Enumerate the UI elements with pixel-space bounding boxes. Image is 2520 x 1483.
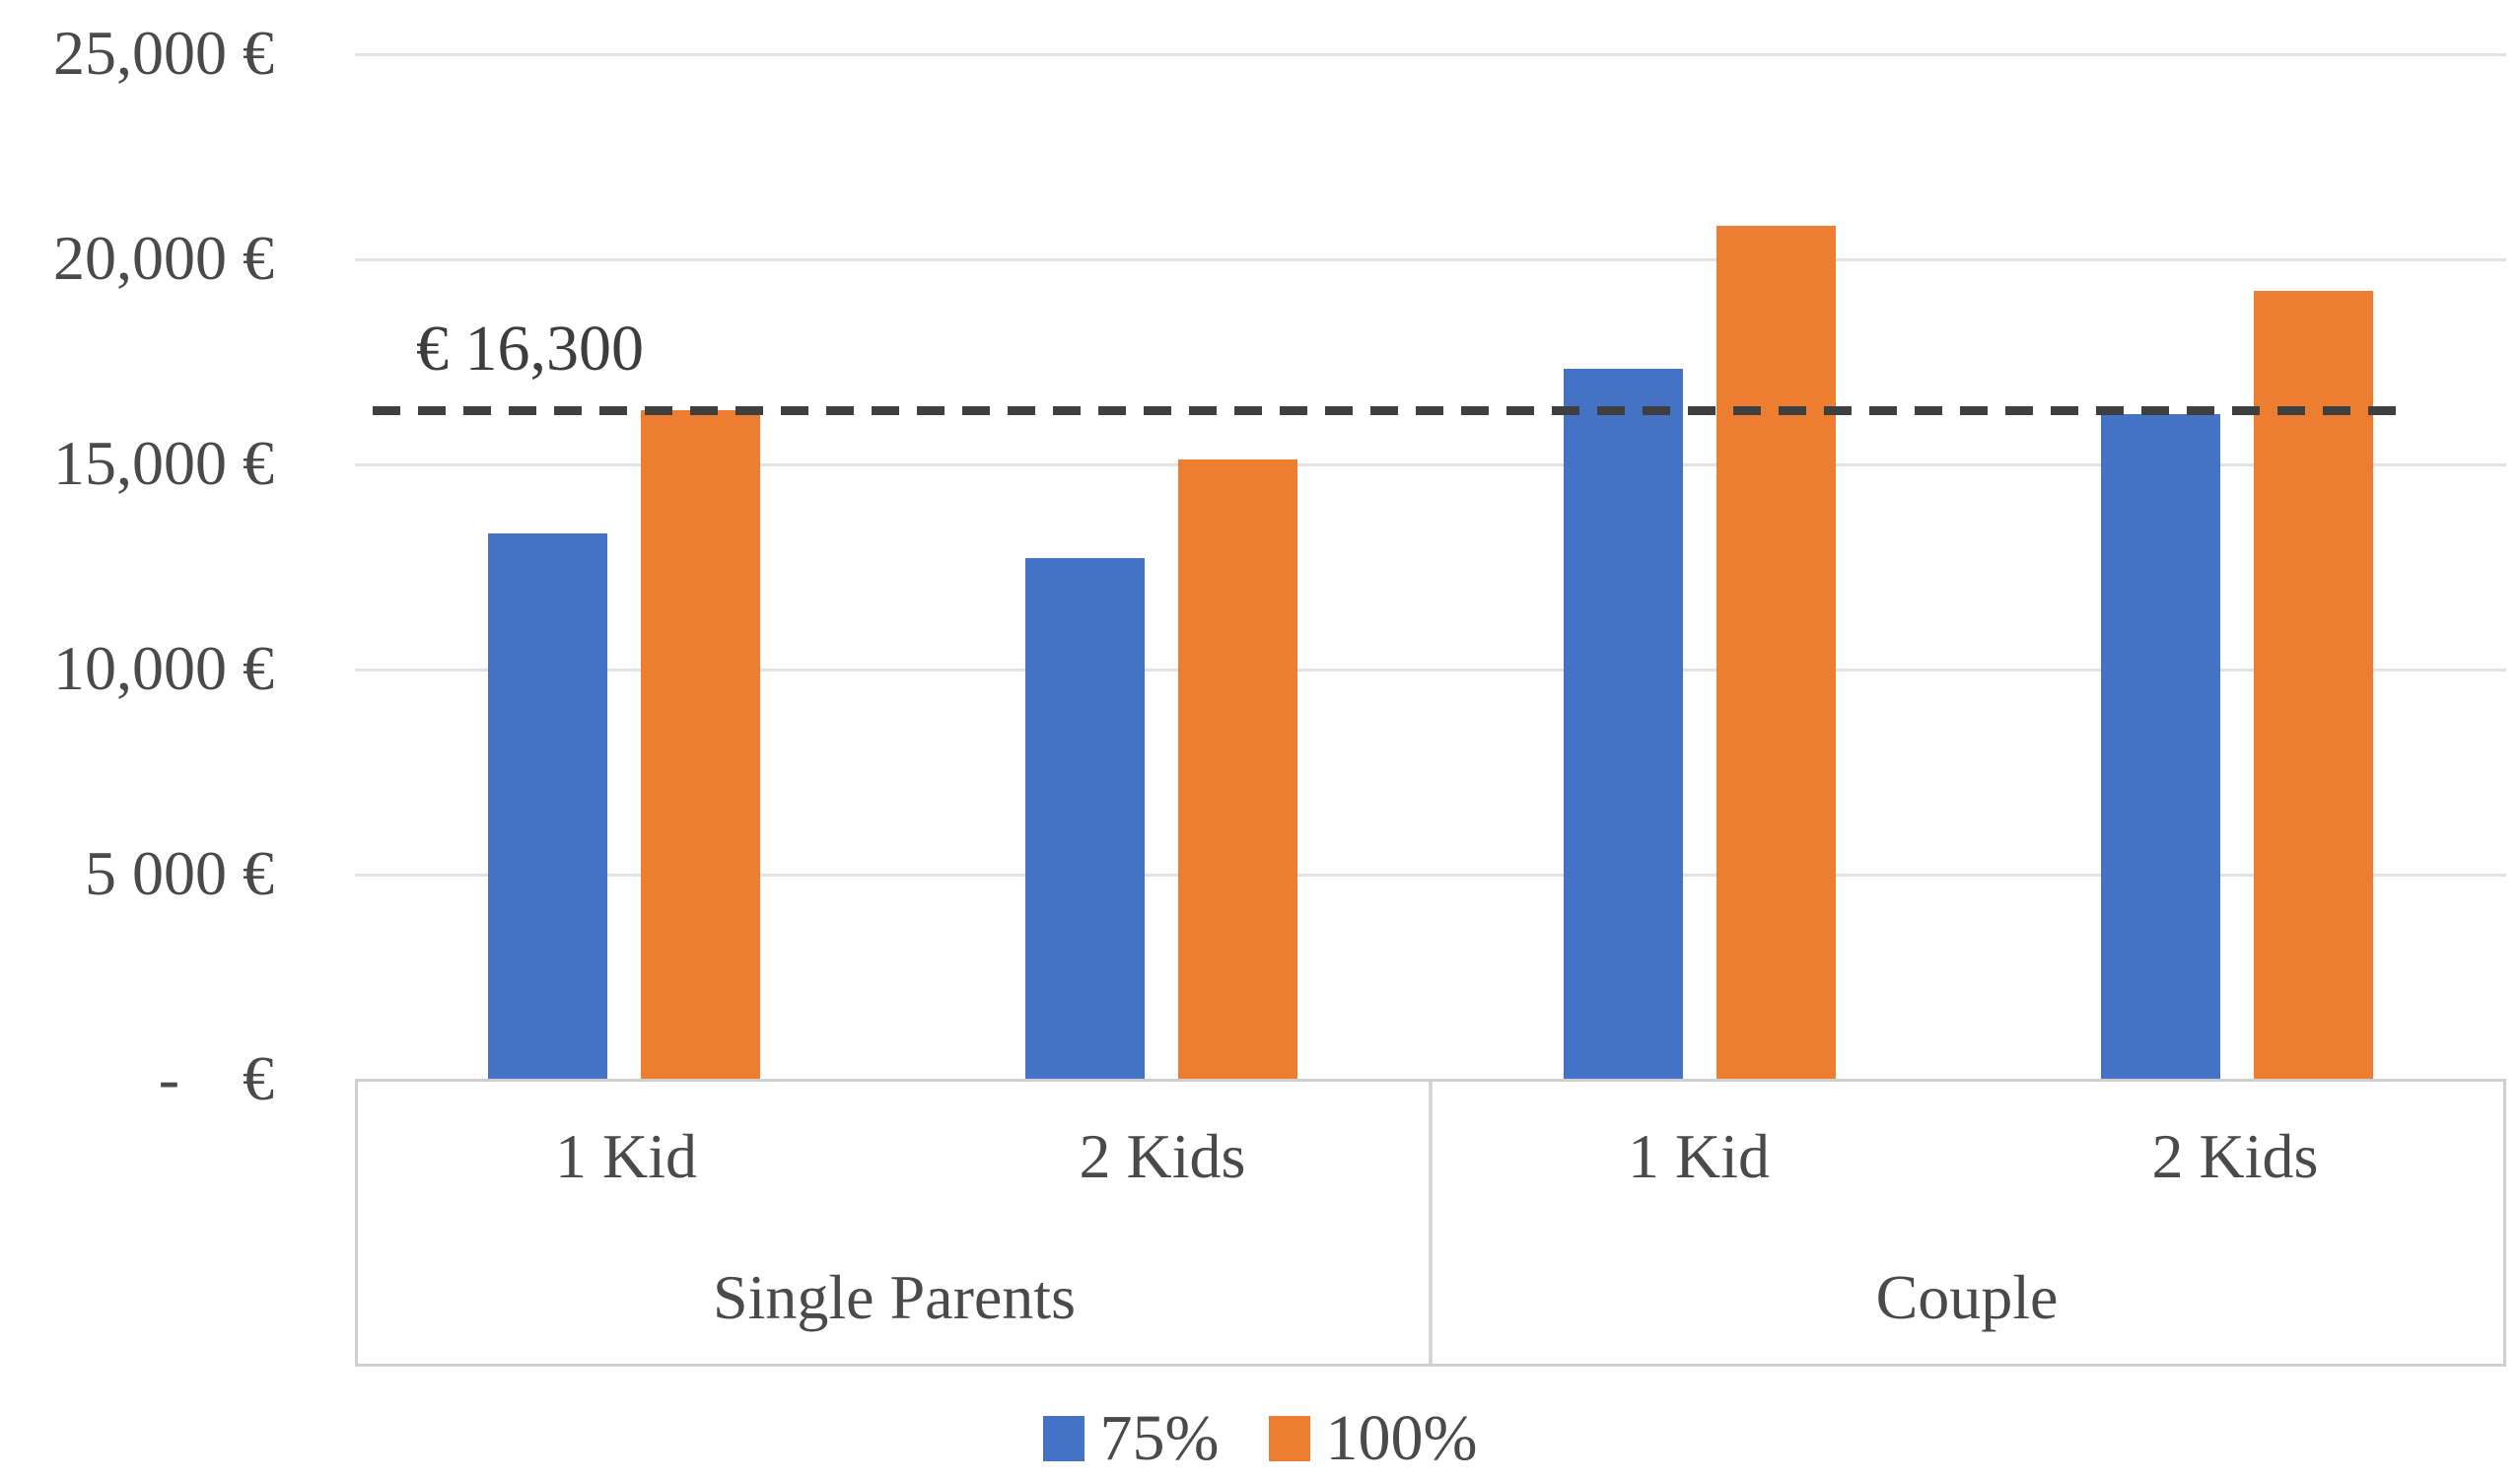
category-row-groups: Single Parents Couple: [358, 1231, 2503, 1364]
legend-swatch-100-icon: [1268, 1416, 1310, 1461]
category-label-cp-1kid: 1 Kid: [1628, 1120, 1770, 1191]
legend-label-75: 75%: [1099, 1402, 1220, 1474]
bar-75pct-single-parents-2-kids: [1025, 557, 1146, 1079]
bar-75pct-single-parents-1-kid: [487, 532, 607, 1079]
group-label-couple: Couple: [1875, 1261, 2059, 1332]
reference-line: € 16,300: [373, 313, 2398, 415]
category-slot-couple-2-kids: [1969, 53, 2507, 1079]
legend: 75% 100%: [0, 1404, 2520, 1473]
legend-label-100: 100%: [1325, 1402, 1478, 1474]
y-tick-5000: 5 000 €: [85, 838, 274, 908]
gridline-25000: [355, 53, 2506, 56]
bar-75pct-couple-1-kid: [1563, 369, 1683, 1079]
y-tick-10000: 10,000 €: [53, 633, 274, 703]
bar-100pct-single-parents-2-kids: [1178, 459, 1298, 1079]
y-tick-15000: 15,000 €: [53, 428, 274, 498]
category-label-sp-2kids: 2 Kids: [1079, 1120, 1246, 1191]
category-axis: 1 Kid 2 Kids 1 Kid 2 Kids Single Parents…: [355, 1079, 2506, 1367]
category-slot-single-parents-2-kids: [893, 53, 1432, 1079]
bar-100pct-couple-1-kid: [1715, 225, 1836, 1079]
category-slot-couple-1-kid: [1431, 53, 1969, 1079]
gridline-15000: [355, 463, 2506, 466]
gridline-10000: [355, 669, 2506, 671]
category-label-sp-1kid: 1 Kid: [555, 1120, 697, 1191]
bar-75pct-couple-2-kids: [2101, 414, 2221, 1079]
bars-container: [355, 53, 2506, 1079]
legend-item-75: 75%: [1042, 1402, 1220, 1474]
y-tick-0: - €: [158, 1043, 274, 1113]
group-divider-line: [1429, 1082, 1433, 1364]
category-row-kids: 1 Kid 2 Kids 1 Kid 2 Kids: [358, 1082, 2503, 1231]
gridline-5000: [355, 874, 2506, 877]
y-tick-20000: 20,000 €: [53, 223, 274, 293]
bar-100pct-single-parents-1-kid: [640, 409, 760, 1079]
category-label-cp-2kids: 2 Kids: [2151, 1120, 2319, 1191]
y-tick-25000: 25,000 €: [53, 18, 274, 88]
bar-100pct-couple-2-kids: [2254, 291, 2374, 1079]
reference-line-label: € 16,300: [416, 312, 644, 385]
category-slot-single-parents-1-kid: [355, 53, 893, 1079]
legend-swatch-75-icon: [1042, 1416, 1085, 1461]
legend-item-100: 100%: [1268, 1402, 1478, 1474]
gridline-20000: [355, 258, 2506, 261]
group-label-single-parents: Single Parents: [713, 1261, 1076, 1332]
plot-area: € 16,300: [355, 53, 2506, 1079]
